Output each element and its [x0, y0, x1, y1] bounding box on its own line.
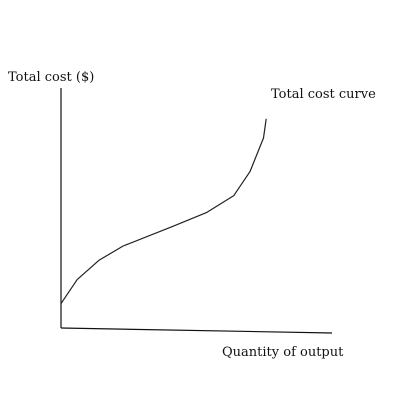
series-line-0: [60, 118, 267, 304]
curve-layer: [60, 118, 267, 304]
y-axis-label: Total cost ($): [8, 70, 94, 85]
x-axis-label: Quantity of output: [222, 345, 344, 360]
curve-label: Total cost curve: [271, 87, 376, 102]
x-axis: [60, 327, 333, 334]
